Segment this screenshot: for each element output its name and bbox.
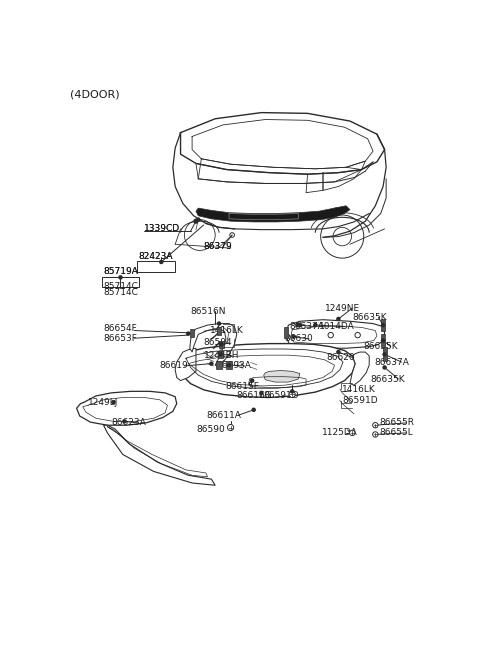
FancyBboxPatch shape — [218, 350, 223, 358]
Circle shape — [372, 432, 378, 437]
Text: 86620: 86620 — [327, 353, 356, 362]
Circle shape — [292, 335, 295, 338]
Text: 86635K: 86635K — [352, 313, 387, 322]
Polygon shape — [104, 425, 215, 485]
Circle shape — [197, 218, 200, 221]
Text: 86516N: 86516N — [191, 307, 226, 316]
Text: 86637A: 86637A — [374, 358, 409, 367]
Circle shape — [383, 366, 386, 369]
Text: 86655R: 86655R — [379, 419, 414, 428]
Polygon shape — [179, 344, 355, 398]
Polygon shape — [77, 392, 177, 425]
Text: 82423A: 82423A — [138, 252, 173, 261]
Circle shape — [314, 323, 317, 327]
Text: 86591D: 86591D — [342, 396, 378, 405]
Polygon shape — [287, 319, 384, 348]
Polygon shape — [264, 371, 300, 382]
Text: (4DOOR): (4DOOR) — [71, 89, 120, 100]
Circle shape — [289, 392, 295, 398]
Circle shape — [296, 323, 299, 327]
Circle shape — [337, 318, 340, 321]
Text: 85719A: 85719A — [104, 267, 138, 276]
Circle shape — [349, 430, 355, 436]
Text: 1249NE: 1249NE — [324, 304, 360, 313]
FancyBboxPatch shape — [219, 340, 224, 348]
Text: 86590: 86590 — [197, 424, 226, 434]
Circle shape — [210, 362, 213, 365]
Polygon shape — [175, 348, 196, 380]
FancyBboxPatch shape — [381, 319, 385, 331]
Text: 1014DA: 1014DA — [319, 322, 355, 331]
FancyBboxPatch shape — [381, 335, 385, 346]
Circle shape — [219, 353, 222, 356]
Text: 86637A: 86637A — [289, 322, 324, 331]
Text: 1249LJ: 1249LJ — [88, 398, 119, 407]
Circle shape — [299, 323, 301, 327]
Text: 1416LK: 1416LK — [210, 326, 243, 335]
Circle shape — [252, 408, 255, 411]
Circle shape — [383, 353, 386, 356]
FancyBboxPatch shape — [284, 327, 288, 338]
FancyBboxPatch shape — [137, 261, 175, 272]
Text: 86635K: 86635K — [371, 375, 406, 384]
Text: 86655L: 86655L — [379, 428, 413, 438]
Text: 85714C: 85714C — [104, 288, 138, 297]
Circle shape — [260, 392, 263, 394]
Text: 82423A: 82423A — [138, 252, 173, 261]
Circle shape — [382, 323, 384, 327]
Text: 86630: 86630 — [285, 335, 313, 344]
Circle shape — [220, 343, 223, 346]
Text: 86619: 86619 — [160, 361, 189, 371]
Text: 86653F: 86653F — [104, 334, 137, 342]
Text: 1244BH: 1244BH — [204, 352, 239, 360]
Text: 86615F: 86615F — [225, 382, 259, 391]
Circle shape — [187, 332, 190, 335]
Text: 1125DA: 1125DA — [322, 428, 357, 438]
Circle shape — [291, 390, 294, 393]
Text: 85719A: 85719A — [104, 267, 138, 276]
Text: 86635K: 86635K — [363, 342, 397, 351]
Circle shape — [119, 276, 122, 279]
Text: 86594: 86594 — [203, 338, 231, 347]
Polygon shape — [350, 352, 369, 385]
Circle shape — [382, 339, 384, 342]
Polygon shape — [196, 206, 350, 222]
Text: 86591D: 86591D — [264, 392, 300, 400]
FancyBboxPatch shape — [190, 329, 194, 337]
Text: 86593A: 86593A — [217, 361, 252, 371]
Circle shape — [372, 422, 378, 428]
Circle shape — [194, 219, 198, 223]
FancyBboxPatch shape — [102, 277, 139, 287]
Circle shape — [228, 363, 230, 367]
Circle shape — [160, 260, 163, 264]
FancyBboxPatch shape — [217, 327, 221, 335]
Text: 1416LK: 1416LK — [342, 384, 376, 394]
Text: 86616G: 86616G — [236, 392, 272, 400]
Text: 1339CD: 1339CD — [144, 224, 180, 234]
Text: 86379: 86379 — [204, 242, 232, 251]
Circle shape — [123, 420, 126, 423]
FancyBboxPatch shape — [383, 348, 386, 361]
Polygon shape — [190, 323, 237, 367]
Text: 86654F: 86654F — [104, 325, 137, 333]
Circle shape — [112, 401, 115, 403]
Text: 86611A: 86611A — [206, 411, 241, 420]
Circle shape — [337, 350, 340, 354]
Circle shape — [228, 424, 234, 430]
Text: 1339CD: 1339CD — [144, 224, 180, 234]
Text: 86623A: 86623A — [111, 419, 146, 428]
FancyBboxPatch shape — [216, 361, 222, 369]
Text: 86379: 86379 — [204, 242, 232, 251]
FancyBboxPatch shape — [226, 361, 232, 369]
Circle shape — [251, 379, 254, 382]
Text: 85714C: 85714C — [104, 282, 138, 291]
Circle shape — [217, 322, 221, 325]
